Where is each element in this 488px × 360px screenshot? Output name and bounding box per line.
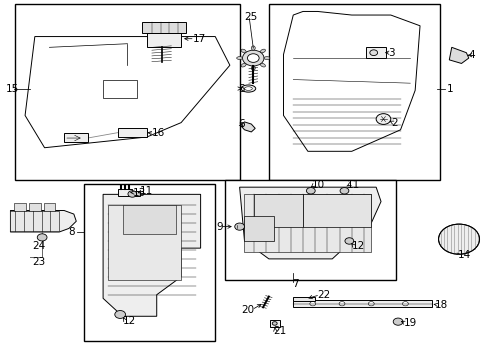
Bar [268,4,439,180]
Bar [293,297,315,301]
Text: 24: 24 [32,241,45,251]
Circle shape [272,321,277,325]
Ellipse shape [251,66,255,70]
Circle shape [339,188,348,194]
Text: 9: 9 [216,222,222,231]
Circle shape [367,302,373,306]
Text: 19: 19 [403,319,416,328]
Ellipse shape [260,49,265,53]
Text: 12: 12 [122,316,136,325]
Text: 23: 23 [32,257,45,267]
Bar [303,194,370,226]
Bar [293,300,431,307]
Bar [244,216,273,241]
Bar [29,203,41,211]
Circle shape [369,50,377,55]
Text: 22: 22 [317,290,330,300]
Text: 20: 20 [241,305,254,315]
Ellipse shape [241,49,245,53]
Circle shape [338,302,344,306]
Circle shape [402,302,407,306]
Polygon shape [448,47,468,63]
Polygon shape [240,122,255,132]
Polygon shape [283,12,419,151]
Bar [14,203,26,211]
Text: 5: 5 [238,84,244,94]
Bar [118,189,132,196]
Text: 25: 25 [244,12,257,22]
Text: 10: 10 [311,180,324,190]
Text: 15: 15 [5,84,19,94]
Circle shape [438,224,479,254]
Text: 3: 3 [387,48,394,58]
Bar [10,211,59,231]
Ellipse shape [251,46,255,50]
Text: 11: 11 [140,186,153,197]
Text: 8: 8 [68,227,75,237]
Circle shape [392,318,402,325]
Text: 1: 1 [446,84,452,94]
Ellipse shape [244,87,252,90]
Bar [103,80,137,98]
Bar [254,194,303,226]
Text: 17: 17 [192,34,205,44]
Text: 14: 14 [457,250,470,260]
Circle shape [128,191,137,197]
Circle shape [306,188,315,194]
Bar [244,194,370,252]
Polygon shape [25,37,229,148]
Text: 12: 12 [351,241,364,251]
Text: 18: 18 [434,300,447,310]
Circle shape [247,54,259,62]
Text: 11: 11 [346,180,359,190]
Bar [147,33,181,47]
Circle shape [344,238,353,244]
Ellipse shape [260,63,265,67]
Bar [64,134,88,142]
Bar [269,320,279,327]
Text: 4: 4 [468,50,474,60]
Ellipse shape [264,57,269,59]
Text: 7: 7 [291,279,298,289]
Text: 2: 2 [390,118,397,128]
Bar [43,203,55,211]
Bar [108,205,181,280]
Bar [15,4,239,180]
Bar [118,128,147,137]
Circle shape [309,302,315,306]
Circle shape [375,114,390,125]
Polygon shape [122,205,176,234]
Polygon shape [10,211,76,232]
Polygon shape [239,187,380,259]
Text: 13: 13 [132,188,145,198]
Ellipse shape [241,63,245,67]
Ellipse shape [236,57,242,59]
Bar [366,47,385,58]
Ellipse shape [241,85,255,92]
Circle shape [242,50,264,66]
Bar [130,192,140,196]
Bar [83,184,215,341]
Text: 16: 16 [152,129,165,138]
Polygon shape [103,194,200,316]
Text: 21: 21 [272,325,285,336]
Text: 6: 6 [238,120,244,129]
Circle shape [115,311,125,319]
Bar [224,180,395,280]
Circle shape [234,223,244,230]
Circle shape [37,234,47,241]
Bar [142,22,185,33]
